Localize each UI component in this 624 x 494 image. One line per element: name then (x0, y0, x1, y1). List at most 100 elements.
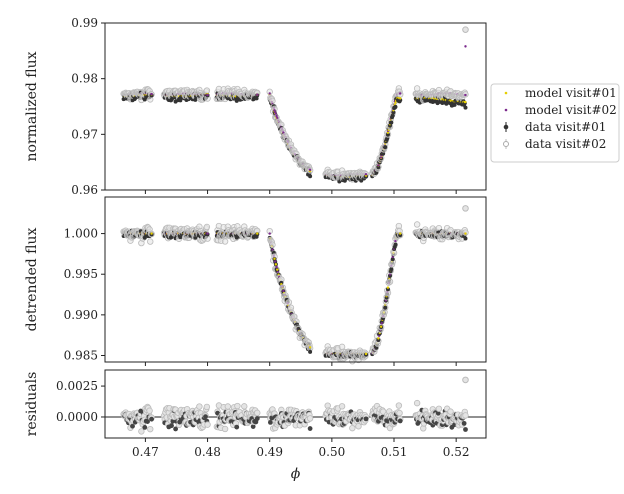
y-tick-label: 0.995 (64, 267, 98, 281)
detrended-visit01-point (383, 305, 388, 310)
detrended-visit01-point (308, 349, 313, 354)
data-visit01-point (308, 174, 313, 179)
detrended-model-point (308, 346, 312, 349)
residual-visit01-point (267, 420, 273, 425)
model-visit01-point (399, 97, 402, 100)
model-visit02-point (399, 92, 402, 95)
data-visit01-point (393, 104, 398, 109)
outlier-model-point (464, 45, 467, 48)
detrended-visit01-point (390, 257, 395, 262)
residual-visit02-point (138, 428, 145, 435)
residual-visit02-point (204, 421, 211, 428)
detrended-model-point (268, 232, 271, 235)
data-visit01-point (193, 97, 198, 102)
detrended-model-point (379, 325, 383, 328)
residual-visit02-point (413, 399, 421, 407)
plot-marks (105, 26, 486, 435)
detrended-model-point (386, 286, 390, 289)
model-visit02-point (206, 93, 209, 97)
y-tick-label: 0.99 (71, 16, 98, 30)
legend-label: model visit#02 (525, 103, 617, 117)
data-visit01-point (383, 145, 388, 150)
detrended-visit02-point (386, 278, 394, 285)
residual-visit02-point (234, 402, 241, 410)
model-visit01-point (394, 101, 397, 104)
residual-visit02-point (254, 409, 261, 417)
detrended-model-point (274, 263, 278, 266)
residual-visit02-point (221, 425, 229, 433)
detrended-model-point (380, 322, 384, 325)
model-visit02-point (273, 111, 277, 114)
residual-visit02-point (396, 409, 403, 417)
detrended-visit02-point (204, 235, 211, 242)
detrended-model-point (394, 239, 397, 243)
detrended-model-point (206, 232, 209, 235)
data-visit01-point (463, 105, 468, 110)
x-tick-label: 0.52 (443, 445, 470, 459)
y-tick-label: 0.96 (71, 183, 98, 197)
detrended-model-point (399, 232, 402, 235)
detrended-model-point (271, 248, 274, 251)
residual-visit02-point (447, 408, 454, 415)
detrended-model-point (150, 232, 153, 235)
residual-visit01-point (169, 423, 174, 429)
data-visit01-point (391, 110, 396, 115)
residual-visit01-point (307, 426, 313, 431)
x-tick-label: 0.50 (319, 445, 346, 459)
outlier-residual-point (462, 376, 469, 384)
residual-visit02-point (462, 412, 469, 419)
x-tick-label: 0.48 (194, 445, 221, 459)
panel-frame (104, 22, 487, 191)
residual-visit02-point (355, 423, 362, 430)
residual-visit02-point (224, 403, 232, 410)
model-visit02-point (150, 92, 153, 96)
detrended-model-point (364, 352, 368, 356)
residual-visit01-point (234, 424, 240, 430)
panel-frame (104, 196, 487, 363)
residual-visit02-point (241, 403, 248, 410)
residual-visit01-point (145, 419, 150, 424)
detrended-visit01-point (463, 236, 468, 241)
model-visit01-point (386, 131, 390, 134)
residual-visit01-point (149, 416, 155, 422)
residual-visit02-point (147, 425, 154, 433)
data-visit01-point (359, 178, 364, 183)
detrended-model-point (273, 260, 277, 263)
y-tick-label: 0.990 (64, 308, 98, 322)
y-tick-label: 0.0000 (56, 410, 98, 424)
data-visit01-point (142, 97, 147, 102)
x-tick-label: 0.51 (381, 445, 408, 459)
data-visit01-point (452, 102, 457, 107)
data-visit01-point (390, 113, 395, 118)
model-visit02-point (268, 92, 271, 95)
x-tick-label: 0.47 (132, 445, 159, 459)
model-visit02-point (464, 93, 467, 97)
residual-visit01-point (203, 414, 208, 420)
residual-visit01-point (254, 416, 260, 421)
outlier-detrended-point (462, 205, 469, 212)
panel-frame (104, 369, 487, 439)
detrended-model-point (275, 265, 278, 269)
y-axis-label: normalized flux (24, 51, 40, 161)
detrended-visit02-point (285, 299, 293, 306)
detrended-model-point (377, 337, 380, 340)
residual-visit02-point (306, 415, 314, 422)
residual-visit02-point (395, 402, 403, 409)
legend-model01-icon (504, 91, 508, 95)
legend-data02-icon (503, 141, 509, 147)
data-visit01-point (376, 165, 381, 170)
legend-label: model visit#01 (525, 86, 617, 100)
residual-visit02-point (349, 424, 356, 432)
y-axis-label: residuals (24, 372, 40, 437)
detrended-model-point (282, 289, 285, 293)
y-tick-label: 0.985 (64, 348, 98, 362)
data-visit01-point (385, 132, 390, 137)
residual-visit02-point (196, 403, 203, 410)
detrended-visit01-point (389, 267, 394, 272)
x-axis-label: ϕ (291, 466, 301, 482)
residual-visit02-point (338, 403, 346, 410)
legend-box (490, 83, 620, 163)
y-tick-label: 0.0025 (56, 379, 98, 393)
